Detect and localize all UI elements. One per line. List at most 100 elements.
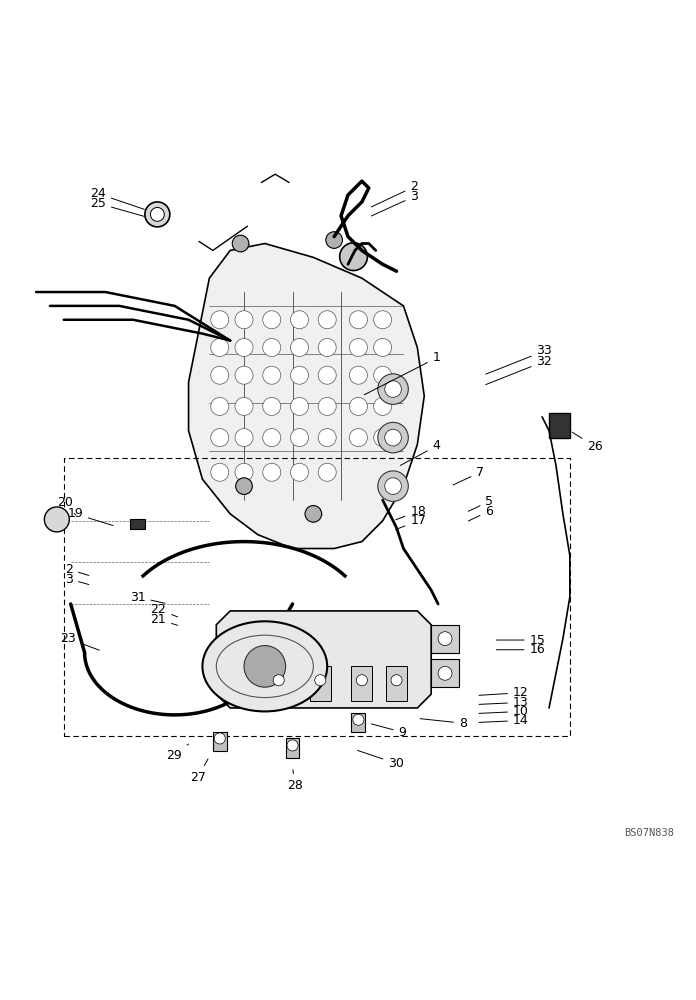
Circle shape — [374, 366, 392, 384]
Text: BS07N838: BS07N838 — [624, 828, 674, 838]
Circle shape — [211, 311, 229, 329]
Text: 13: 13 — [479, 696, 529, 709]
Circle shape — [378, 471, 409, 501]
Circle shape — [235, 429, 253, 447]
Circle shape — [235, 311, 253, 329]
Circle shape — [262, 397, 280, 415]
Text: 1: 1 — [364, 351, 441, 395]
Bar — [351, 713, 365, 732]
Circle shape — [211, 397, 229, 415]
Text: 2: 2 — [371, 180, 418, 207]
Circle shape — [150, 207, 164, 221]
Circle shape — [273, 675, 284, 686]
Circle shape — [353, 714, 364, 725]
Circle shape — [211, 463, 229, 481]
Text: 18: 18 — [395, 505, 426, 520]
Text: 28: 28 — [287, 770, 303, 792]
Circle shape — [374, 397, 392, 415]
Circle shape — [349, 311, 367, 329]
Circle shape — [214, 733, 226, 744]
Circle shape — [326, 232, 342, 248]
Text: 3: 3 — [65, 573, 89, 586]
Text: 32: 32 — [486, 355, 553, 385]
Text: 27: 27 — [190, 759, 208, 784]
Circle shape — [287, 740, 298, 751]
Text: 2: 2 — [65, 563, 89, 576]
Ellipse shape — [203, 621, 327, 711]
Text: 7: 7 — [453, 466, 484, 485]
Circle shape — [385, 478, 402, 494]
Circle shape — [262, 311, 280, 329]
Circle shape — [315, 675, 326, 686]
Text: 12: 12 — [479, 686, 529, 699]
Bar — [213, 732, 227, 751]
Bar — [549, 413, 570, 438]
Bar — [285, 738, 299, 758]
Circle shape — [235, 397, 253, 415]
Circle shape — [262, 338, 280, 357]
Circle shape — [290, 463, 308, 481]
Circle shape — [290, 311, 308, 329]
Circle shape — [374, 338, 392, 357]
Text: 8: 8 — [420, 717, 467, 730]
Bar — [386, 666, 407, 701]
Text: 19: 19 — [68, 507, 113, 526]
Circle shape — [235, 366, 253, 384]
Circle shape — [290, 397, 308, 415]
Circle shape — [290, 429, 308, 447]
Text: 3: 3 — [372, 190, 418, 216]
Text: 22: 22 — [150, 603, 177, 617]
Text: 24: 24 — [90, 187, 144, 209]
Circle shape — [45, 507, 70, 532]
Circle shape — [356, 675, 367, 686]
Circle shape — [318, 338, 336, 357]
PathPatch shape — [216, 611, 432, 708]
Text: 30: 30 — [358, 750, 404, 770]
Circle shape — [374, 311, 392, 329]
Circle shape — [211, 429, 229, 447]
PathPatch shape — [189, 244, 425, 549]
Text: 5: 5 — [468, 495, 493, 511]
Circle shape — [340, 243, 367, 271]
Circle shape — [262, 429, 280, 447]
Bar — [432, 625, 459, 653]
Circle shape — [374, 429, 392, 447]
Circle shape — [318, 366, 336, 384]
Circle shape — [305, 506, 322, 522]
Text: 6: 6 — [468, 505, 493, 521]
Text: 26: 26 — [572, 432, 603, 453]
Text: 9: 9 — [372, 724, 406, 739]
Circle shape — [145, 202, 170, 227]
Circle shape — [235, 338, 253, 357]
Circle shape — [349, 338, 367, 357]
Bar — [310, 666, 331, 701]
Text: 21: 21 — [150, 613, 177, 626]
Text: 25: 25 — [90, 197, 144, 216]
Circle shape — [211, 338, 229, 357]
Circle shape — [318, 429, 336, 447]
Text: 16: 16 — [496, 643, 546, 656]
Text: 4: 4 — [400, 439, 441, 465]
Circle shape — [235, 463, 253, 481]
Text: 33: 33 — [486, 344, 553, 374]
Circle shape — [290, 338, 308, 357]
Circle shape — [438, 666, 452, 680]
Circle shape — [391, 675, 402, 686]
Bar — [351, 666, 372, 701]
Circle shape — [349, 366, 367, 384]
Circle shape — [349, 397, 367, 415]
Circle shape — [211, 366, 229, 384]
Text: 17: 17 — [395, 514, 426, 530]
Circle shape — [378, 422, 409, 453]
Circle shape — [290, 366, 308, 384]
Text: 23: 23 — [61, 632, 100, 650]
Text: 14: 14 — [479, 714, 529, 727]
Circle shape — [236, 478, 253, 494]
Text: 31: 31 — [129, 591, 165, 604]
Circle shape — [232, 235, 249, 252]
Text: 15: 15 — [496, 634, 546, 647]
Text: 29: 29 — [166, 744, 189, 762]
Circle shape — [349, 429, 367, 447]
Circle shape — [385, 381, 402, 397]
Circle shape — [318, 311, 336, 329]
